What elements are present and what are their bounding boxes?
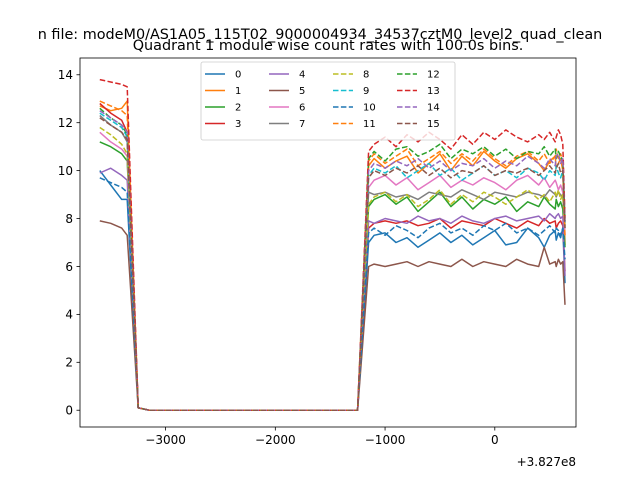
y-tick-label: 6 <box>65 260 73 274</box>
x-offset-text: +3.827e8 <box>517 455 576 469</box>
series-line-15 <box>99 117 566 411</box>
legend-label-1: 1 <box>235 86 241 97</box>
series-line-9 <box>99 112 566 411</box>
series-line-0 <box>99 170 566 411</box>
legend-label-8: 8 <box>363 70 369 81</box>
y-tick-label: 0 <box>65 404 73 418</box>
legend-label-15: 15 <box>427 119 440 130</box>
x-tick-label: 0 <box>491 433 499 447</box>
legend-label-14: 14 <box>427 103 440 114</box>
x-tick-label: −2000 <box>255 433 296 447</box>
x-tick-label: −3000 <box>145 433 186 447</box>
legend-label-7: 7 <box>299 119 305 130</box>
series-line-6 <box>99 131 566 411</box>
series-lines <box>99 78 566 411</box>
y-axis: 0 2 4 6 8 10 12 14 <box>58 68 80 418</box>
chart-title: Quadrant 1 module wise count rates with … <box>133 38 524 54</box>
y-tick-label: 12 <box>58 116 73 130</box>
figure-suptitle: n file: modeM0/AS1A05_115T02_9000004934_… <box>38 27 603 43</box>
legend-label-5: 5 <box>299 86 305 97</box>
series-line-10 <box>99 177 566 411</box>
series-line-11 <box>99 100 566 411</box>
legend-label-6: 6 <box>299 103 305 114</box>
legend-label-13: 13 <box>427 86 440 97</box>
y-tick-label: 8 <box>65 212 73 226</box>
series-line-1 <box>99 100 566 411</box>
y-tick-label: 4 <box>65 308 73 322</box>
legend-label-10: 10 <box>363 103 376 114</box>
legend-frame <box>200 61 456 141</box>
legend-label-0: 0 <box>235 70 241 81</box>
series-line-5 <box>99 220 566 411</box>
plot-frame <box>79 57 577 428</box>
legend-label-11: 11 <box>363 119 376 130</box>
legend-label-3: 3 <box>235 119 241 130</box>
legend-label-9: 9 <box>363 86 369 97</box>
y-tick-label: 14 <box>58 68 73 82</box>
legend-label-2: 2 <box>235 103 241 114</box>
series-line-12 <box>99 107 566 411</box>
y-tick-label: 2 <box>65 356 73 370</box>
series-line-8 <box>99 126 566 411</box>
legend-label-4: 4 <box>299 70 305 81</box>
x-axis: −3000 −2000 −1000 0 <box>145 427 499 447</box>
series-line-14 <box>99 110 566 411</box>
legend-label-12: 12 <box>427 70 440 81</box>
series-line-3 <box>99 102 566 411</box>
y-tick-label: 10 <box>58 164 73 178</box>
x-tick-label: −1000 <box>365 433 406 447</box>
